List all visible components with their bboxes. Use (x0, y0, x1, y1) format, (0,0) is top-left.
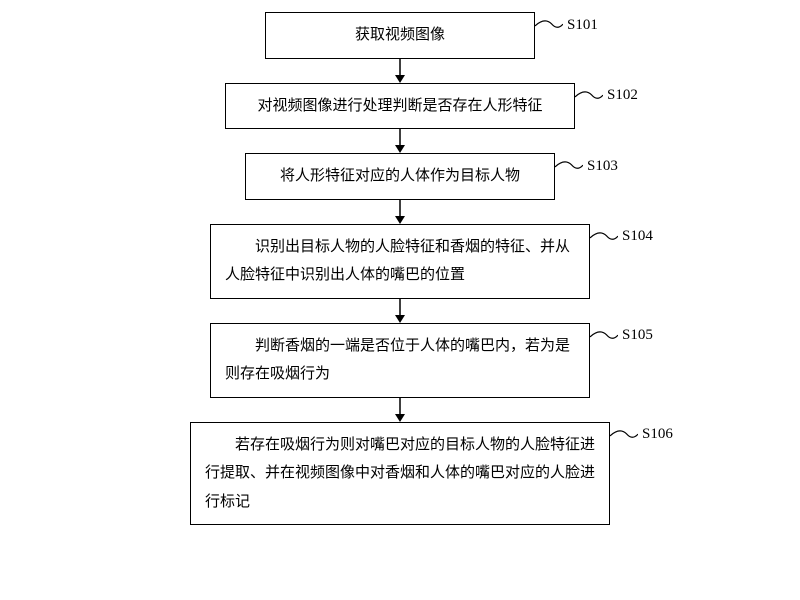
step-tag-label: S101 (567, 17, 598, 34)
flow-arrow (120, 398, 680, 422)
step-box-s104: 识别出目标人物的人脸特征和香烟的特征、并从人脸特征中识别出人体的嘴巴的位置 (210, 224, 590, 299)
flow-arrow (120, 200, 680, 224)
flow-arrow (120, 59, 680, 83)
step-tag-connector: S101 (535, 16, 598, 34)
step-tag-label: S104 (622, 228, 653, 245)
step-row: 若存在吸烟行为则对嘴巴对应的目标人物的人脸特征进行提取、并在视频图像中对香烟和人… (120, 422, 680, 526)
step-row: 对视频图像进行处理判断是否存在人形特征 S102 (120, 83, 680, 130)
step-box-s101: 获取视频图像 (265, 12, 535, 59)
step-tag-label: S103 (587, 158, 618, 175)
step-box-s105: 判断香烟的一端是否位于人体的嘴巴内，若为是则存在吸烟行为 (210, 323, 590, 398)
step-box-s103: 将人形特征对应的人体作为目标人物 (245, 153, 555, 200)
step-tag-label: S105 (622, 327, 653, 344)
step-tag-connector: S103 (555, 157, 618, 175)
step-tag-connector: S102 (575, 87, 638, 105)
step-tag-connector: S105 (590, 327, 653, 345)
step-row: 将人形特征对应的人体作为目标人物 S103 (120, 153, 680, 200)
flow-arrow (120, 129, 680, 153)
flowchart-container: 获取视频图像 S101 对视频图像进行处理判断是否存在人形特征 S102 将人形… (120, 12, 680, 525)
step-text: 识别出目标人物的人脸特征和香烟的特征、并从人脸特征中识别出人体的嘴巴的位置 (225, 233, 575, 290)
step-row: 识别出目标人物的人脸特征和香烟的特征、并从人脸特征中识别出人体的嘴巴的位置 S1… (120, 224, 680, 299)
step-row: 获取视频图像 S101 (120, 12, 680, 59)
step-tag-label: S106 (642, 426, 673, 443)
step-box-s102: 对视频图像进行处理判断是否存在人形特征 (225, 83, 575, 130)
step-row: 判断香烟的一端是否位于人体的嘴巴内，若为是则存在吸烟行为 S105 (120, 323, 680, 398)
step-tag-label: S102 (607, 87, 638, 104)
step-tag-connector: S106 (610, 426, 673, 444)
step-box-s106: 若存在吸烟行为则对嘴巴对应的目标人物的人脸特征进行提取、并在视频图像中对香烟和人… (190, 422, 610, 526)
step-text: 若存在吸烟行为则对嘴巴对应的目标人物的人脸特征进行提取、并在视频图像中对香烟和人… (205, 431, 595, 517)
step-tag-connector: S104 (590, 228, 653, 246)
step-text: 判断香烟的一端是否位于人体的嘴巴内，若为是则存在吸烟行为 (225, 332, 575, 389)
flow-arrow (120, 299, 680, 323)
